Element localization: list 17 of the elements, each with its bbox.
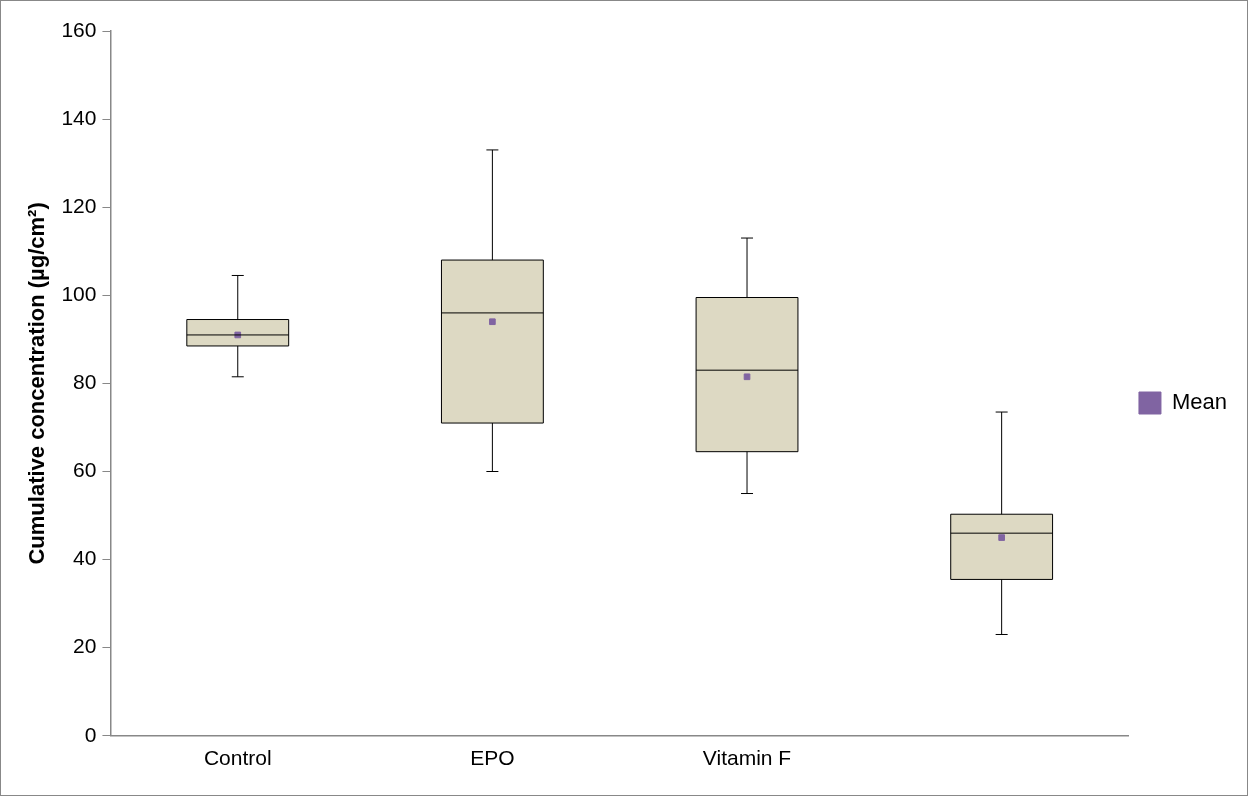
point [489,318,496,326]
y-tick-label: 60 [73,458,97,482]
x-tick-label: Vitamin F [702,746,792,770]
y-tick-label: 0 [84,722,97,746]
y-axis-title: Cumulative concentration (µg/cm²) [24,202,50,565]
y-tick-label: 120 [61,194,97,217]
y-tick-label: 140 [61,105,97,129]
y-tick-label: 160 [61,17,97,41]
point [998,534,1005,541]
x-tick-label: Control [203,746,272,770]
y-tick-label: 20 [73,634,97,658]
legend-label: Mean [1171,389,1228,415]
y-tick-label: 80 [73,370,97,394]
point [743,373,751,381]
x-tick-label: EPO [470,746,515,770]
y-tick-label: 100 [61,282,97,306]
y-tick-label: 40 [73,546,97,570]
